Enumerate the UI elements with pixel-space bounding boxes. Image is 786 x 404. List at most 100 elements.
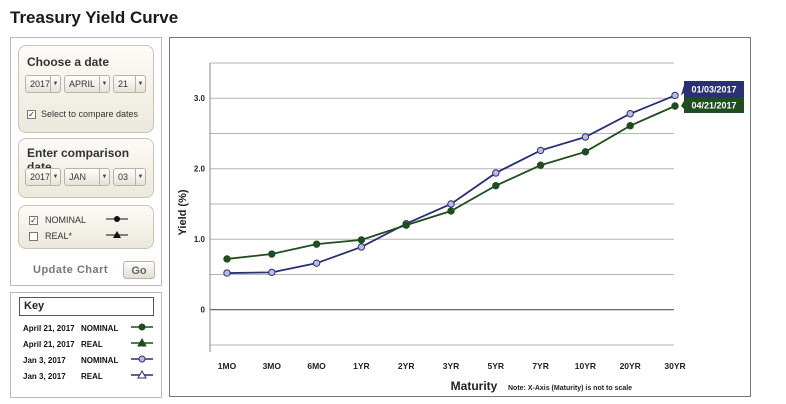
nominal-checkbox[interactable]: ✓ xyxy=(29,216,38,225)
key-row: Jan 3, 2017 REAL xyxy=(23,372,121,381)
key-circle-marker xyxy=(138,355,146,363)
x-tick-label: 10YR xyxy=(575,361,596,371)
comparison-day-select[interactable]: 03 ▼ xyxy=(113,168,146,186)
data-point xyxy=(671,91,679,100)
go-button[interactable]: Go xyxy=(123,261,155,279)
label-pointer xyxy=(681,85,684,96)
year-value: 2017 xyxy=(30,79,51,89)
choose-date-title: Choose a date xyxy=(27,55,110,69)
axis-note: Note: X-Axis (Maturity) is not to scale xyxy=(508,385,632,392)
chart-container: 0 1.0 2.0 3.0 1MO 3MO 6MO 1YR 2YR 3YR 5YR 7YR 10YR 20… xyxy=(169,37,751,397)
y-axis-label: Yield (%) xyxy=(177,189,189,235)
data-point xyxy=(447,207,455,215)
day-value: 21 xyxy=(118,79,129,89)
data-point xyxy=(268,250,276,258)
data-point xyxy=(312,240,321,248)
chevron-down-icon: ▼ xyxy=(99,76,109,92)
series-end-label: 04/21/2017 xyxy=(681,97,744,113)
real-label: REAL* xyxy=(45,231,73,241)
y-tick-label: 3.0 xyxy=(194,94,206,103)
controls-panel: Choose a date 2017 ▼ APRIL ▼ 21 ▼ ✓ Sele… xyxy=(10,37,162,286)
key-triangle-marker xyxy=(137,369,147,379)
data-point xyxy=(312,259,321,267)
data-point xyxy=(268,268,276,277)
comparison-date-card: Enter comparison date 2017 ▼ JAN ▼ 03 ▼ xyxy=(18,138,154,198)
label-box xyxy=(684,81,744,97)
update-chart-label: Update Chart xyxy=(33,264,109,276)
x-tick-label: 5YR xyxy=(488,361,505,371)
key-kind: NOMINAL xyxy=(81,356,119,365)
chevron-down-icon: ▼ xyxy=(99,169,109,185)
x-tick-label: 7YR xyxy=(532,361,549,371)
key-row: April 21, 2017 REAL xyxy=(23,340,121,349)
day-select[interactable]: 21 ▼ xyxy=(113,75,146,93)
y-tick-label: 1.0 xyxy=(194,235,206,244)
key-date: April 21, 2017 xyxy=(23,340,75,349)
key-panel: Key April 21, 2017 NOMINAL April 21, 2017… xyxy=(10,292,162,398)
key-kind: REAL xyxy=(81,340,103,349)
comparison-year-select[interactable]: 2017 ▼ xyxy=(25,168,61,186)
chevron-down-icon: ▼ xyxy=(135,76,145,92)
choose-date-card: Choose a date 2017 ▼ APRIL ▼ 21 ▼ ✓ Sele… xyxy=(18,45,154,133)
chevron-down-icon: ▼ xyxy=(50,169,60,185)
month-select[interactable]: APRIL ▼ xyxy=(64,75,110,93)
key-kind: REAL xyxy=(81,372,103,381)
key-row: April 21, 2017 NOMINAL xyxy=(23,324,121,333)
year-select[interactable]: 2017 ▼ xyxy=(25,75,61,93)
label-pointer xyxy=(681,101,684,109)
data-point xyxy=(492,181,500,190)
real-checkbox[interactable] xyxy=(29,232,38,241)
key-date: Jan 3, 2017 xyxy=(23,356,66,365)
key-title: Key xyxy=(24,300,45,312)
chevron-down-icon: ▼ xyxy=(135,169,145,185)
data-point xyxy=(357,243,366,251)
data-point xyxy=(626,122,634,130)
key-date: Jan 3, 2017 xyxy=(23,372,66,381)
x-tick-label: 1YR xyxy=(353,361,370,371)
chevron-down-icon: ▼ xyxy=(50,76,60,92)
label-text: 04/21/2017 xyxy=(691,101,736,111)
y-tick-label: 2.0 xyxy=(194,165,206,174)
comparison-month-select[interactable]: JAN ▼ xyxy=(64,168,110,186)
label-text: 01/03/2017 xyxy=(691,85,736,95)
key-title-box: Key xyxy=(19,297,154,316)
data-point xyxy=(626,110,634,118)
x-tick-label: 3MO xyxy=(263,361,282,371)
real-triangle-marker-icon xyxy=(106,231,128,238)
label-box xyxy=(684,97,744,113)
data-point xyxy=(223,255,231,263)
key-kind: NOMINAL xyxy=(81,324,119,333)
data-point xyxy=(447,200,455,208)
data-point xyxy=(492,169,500,177)
key-markers xyxy=(131,323,153,379)
data-point xyxy=(581,148,590,156)
month-value: APRIL xyxy=(69,79,96,89)
yield-curve-chart: 0 1.0 2.0 3.0 1MO 3MO 6MO 1YR 2YR 3YR 5YR 7YR 10YR 20… xyxy=(177,62,744,393)
data-point xyxy=(402,221,410,229)
series-line xyxy=(226,94,676,274)
x-tick-label: 1MO xyxy=(218,361,237,371)
nominal-label: NOMINAL xyxy=(45,215,87,225)
x-tick-label: 3YR xyxy=(443,361,460,371)
data-point xyxy=(357,236,366,244)
compare-label: Select to compare dates xyxy=(41,109,139,119)
y-tick-label: 0 xyxy=(201,306,206,315)
comparison-year-value: 2017 xyxy=(30,172,51,182)
key-row: Jan 3, 2017 NOMINAL xyxy=(23,356,121,365)
x-axis-label: Maturity xyxy=(451,379,498,393)
x-tick-label: 30YR xyxy=(664,361,685,371)
nominal-circle-marker-icon xyxy=(106,216,128,222)
x-tick-label: 20YR xyxy=(620,361,641,371)
compare-checkbox[interactable]: ✓ xyxy=(27,110,36,119)
x-tick-label: 2YR xyxy=(398,361,415,371)
key-circle-marker xyxy=(138,323,146,331)
page-title: Treasury Yield Curve xyxy=(10,8,179,27)
data-point xyxy=(536,146,545,155)
data-point xyxy=(536,161,545,169)
data-point xyxy=(223,269,231,277)
type-toggle-card: ✓ NOMINAL REAL* xyxy=(18,205,154,249)
x-tick-label: 6MO xyxy=(307,361,326,371)
series-end-label: 01/03/2017 xyxy=(681,81,744,97)
data-point xyxy=(671,102,679,110)
series-line xyxy=(226,105,676,260)
